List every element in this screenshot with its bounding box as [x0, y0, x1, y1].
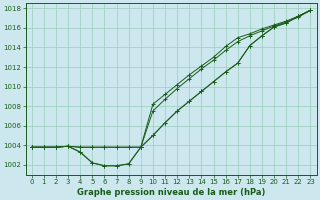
X-axis label: Graphe pression niveau de la mer (hPa): Graphe pression niveau de la mer (hPa)	[77, 188, 265, 197]
